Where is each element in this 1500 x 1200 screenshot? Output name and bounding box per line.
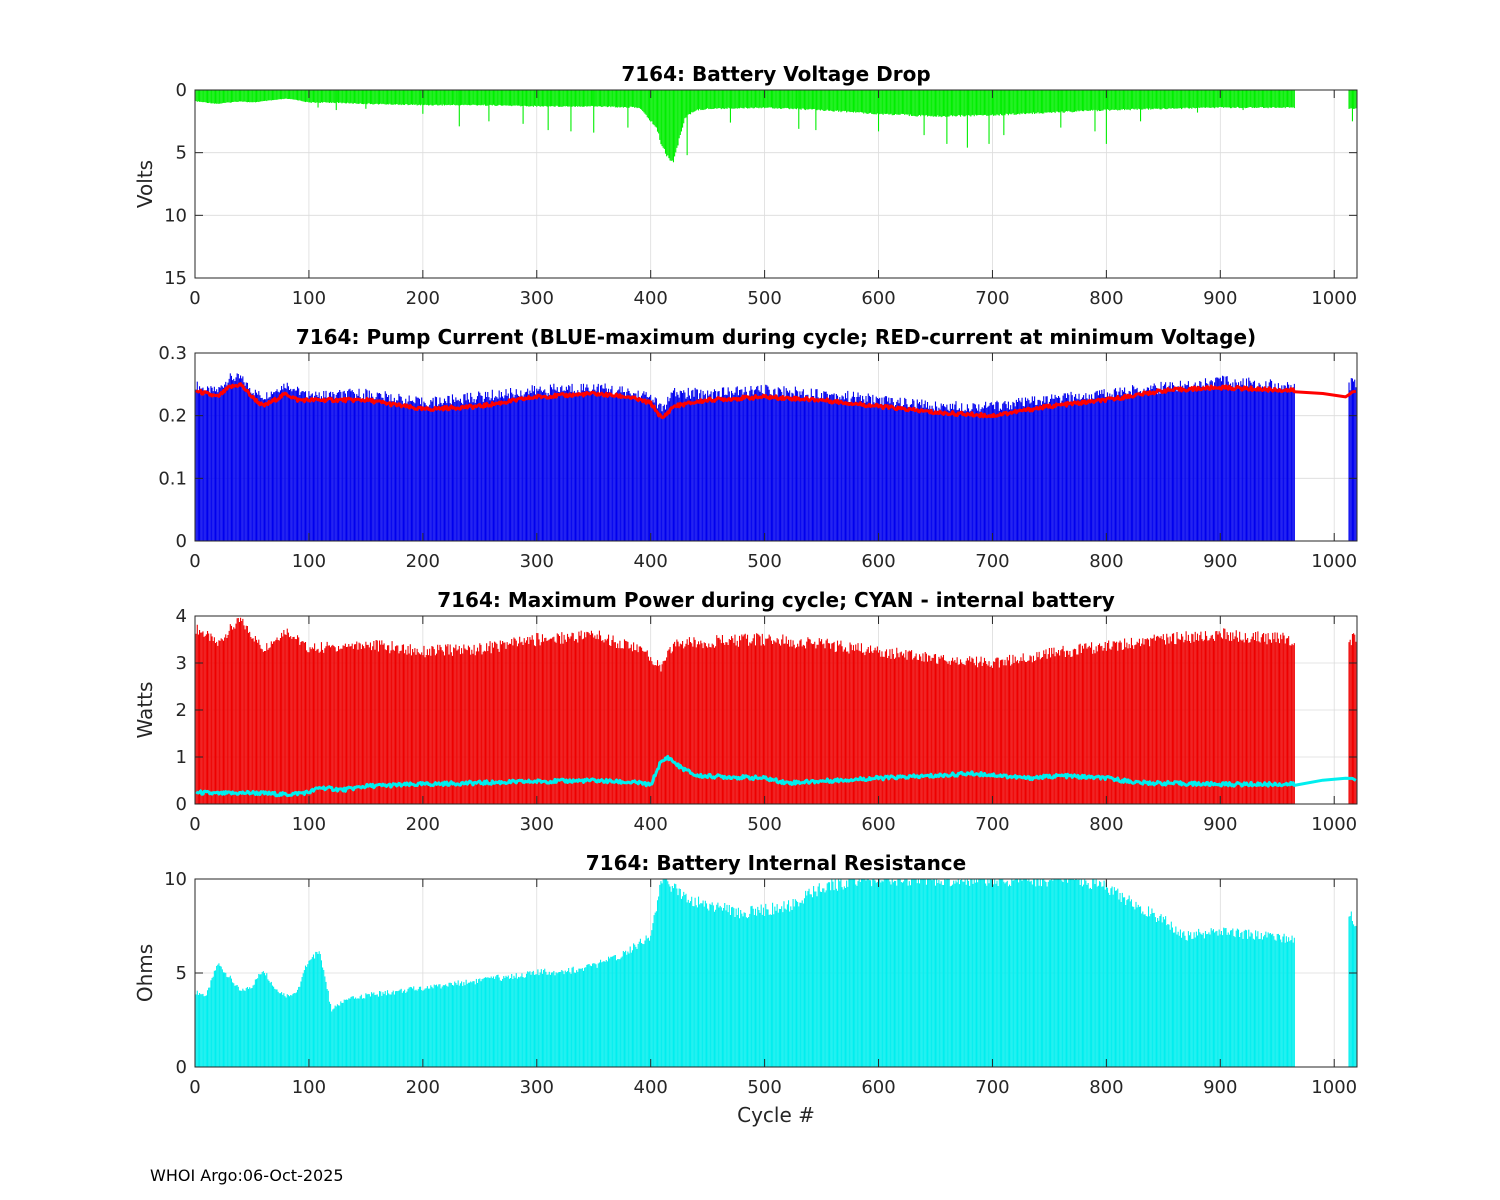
x-tick-label: 0 <box>189 551 200 572</box>
x-axis: 0 100 200 300 400 500 600 700 800 900 1000 <box>189 879 1357 1098</box>
panel-current: 0 100 200 300 400 500 600 700 800 900 100000.10.20… <box>158 325 1358 572</box>
x-tick-label: 900 <box>1203 814 1237 835</box>
x-tick-label: 700 <box>975 551 1009 572</box>
y-axis: 0 5 10 <box>164 869 1357 1078</box>
y-tick-label: 5 <box>176 963 187 984</box>
x-axis: 0 100 200 300 400 500 600 700 800 900 1000 <box>189 90 1357 309</box>
x-tick-label: 700 <box>975 814 1009 835</box>
axes-box <box>194 352 1358 542</box>
x-tick-label: 800 <box>1089 551 1123 572</box>
x-tick-label: 400 <box>634 814 668 835</box>
x-tick-label: 600 <box>861 814 895 835</box>
x-tick-label: 300 <box>520 814 554 835</box>
series-current-0 <box>195 373 1357 541</box>
chart-title: 7164: Maximum Power during cycle; CYAN -… <box>437 588 1115 612</box>
x-tick-label: 1000 <box>1311 814 1357 835</box>
x-tick-label: 1000 <box>1311 1077 1357 1098</box>
x-tick-label: 500 <box>747 551 781 572</box>
axes-box <box>194 89 1358 279</box>
y-tick-label: 3 <box>176 653 187 674</box>
x-tick-label: 1000 <box>1311 551 1357 572</box>
y-tick-label: 0.3 <box>158 343 187 364</box>
series-line <box>195 754 1357 798</box>
panel-resistance: 0 100 200 300 400 500 600 700 800 900 1000 0 5 10 7164… <box>133 851 1358 1127</box>
y-axis-label: Ohms <box>133 944 157 1002</box>
x-tick-label: 100 <box>292 814 326 835</box>
y-tick-label: 0.1 <box>158 468 187 489</box>
x-tick-label: 300 <box>520 551 554 572</box>
x-axis: 0 100 200 300 400 500 600 700 800 900 1000 <box>189 616 1357 835</box>
y-tick-label: 0 <box>176 531 187 552</box>
y-axis: 0 5 10 15 <box>164 80 1357 289</box>
footer-timestamp: WHOI Argo:06-Oct-2025 <box>150 1166 344 1185</box>
series-power-1 <box>195 754 1357 798</box>
x-tick-label: 700 <box>975 1077 1009 1098</box>
chart-title: 7164: Battery Internal Resistance <box>586 851 966 875</box>
y-tick-label: 0.2 <box>158 406 187 427</box>
y-tick-label: 1 <box>176 747 187 768</box>
x-tick-label: 800 <box>1089 288 1123 309</box>
x-tick-label: 600 <box>861 288 895 309</box>
x-tick-label: 600 <box>861 551 895 572</box>
y-tick-label: 10 <box>164 869 187 890</box>
x-tick-label: 400 <box>634 1077 668 1098</box>
panel-power: 0 100 200 300 400 500 600 700 800 900 1000 0 1 2 3 4 716… <box>133 588 1358 835</box>
x-tick-label: 400 <box>634 551 668 572</box>
x-tick-label: 0 <box>189 1077 200 1098</box>
series-power-0 <box>195 617 1357 804</box>
y-tick-label: 0 <box>176 794 187 815</box>
plot-area <box>195 90 1357 278</box>
x-axis-label: Cycle # <box>737 1103 815 1127</box>
x-tick-label: 300 <box>520 288 554 309</box>
series-line <box>195 382 1357 420</box>
y-tick-label: 15 <box>164 268 187 289</box>
y-axis: 0 1 2 3 4 <box>176 606 1357 815</box>
y-tick-label: 10 <box>164 205 187 226</box>
y-tick-label: 4 <box>176 606 187 627</box>
x-tick-label: 200 <box>406 288 440 309</box>
x-tick-label: 200 <box>406 551 440 572</box>
x-tick-label: 600 <box>861 1077 895 1098</box>
panel-voltage: 0 100 200 300 400 500 600 700 800 900 1000 0 5 10 15 71… <box>133 62 1358 309</box>
x-tick-label: 0 <box>189 288 200 309</box>
x-tick-label: 900 <box>1203 551 1237 572</box>
x-tick-label: 0 <box>189 814 200 835</box>
y-tick-label: 5 <box>176 143 187 164</box>
x-tick-label: 200 <box>406 814 440 835</box>
x-tick-label: 800 <box>1089 814 1123 835</box>
x-tick-label: 100 <box>292 551 326 572</box>
series-voltage-0 <box>195 90 1357 163</box>
y-axis-label: Watts <box>133 682 157 739</box>
x-tick-label: 100 <box>292 288 326 309</box>
x-axis: 0 100 200 300 400 500 600 700 800 900 1000 <box>189 353 1357 572</box>
chart-title: 7164: Battery Voltage Drop <box>621 62 930 86</box>
x-tick-label: 1000 <box>1311 288 1357 309</box>
y-tick-label: 0 <box>176 80 187 101</box>
y-axis: 0 0.1 0.2 0.3 <box>158 343 1357 552</box>
x-tick-label: 700 <box>975 288 1009 309</box>
x-tick-label: 900 <box>1203 1077 1237 1098</box>
x-tick-label: 800 <box>1089 1077 1123 1098</box>
x-tick-label: 500 <box>747 814 781 835</box>
x-tick-label: 300 <box>520 1077 554 1098</box>
series-resistance-0 <box>195 879 1357 1067</box>
x-tick-label: 500 <box>747 288 781 309</box>
chart-title: 7164: Pump Current (BLUE-maximum during … <box>296 325 1256 349</box>
x-tick-label: 500 <box>747 1077 781 1098</box>
y-tick-label: 0 <box>176 1057 187 1078</box>
x-tick-label: 200 <box>406 1077 440 1098</box>
series-current-1 <box>195 382 1357 420</box>
x-tick-label: 900 <box>1203 288 1237 309</box>
y-tick-label: 2 <box>176 700 187 721</box>
y-axis-label: Volts <box>133 160 157 208</box>
x-tick-label: 100 <box>292 1077 326 1098</box>
x-tick-label: 400 <box>634 288 668 309</box>
